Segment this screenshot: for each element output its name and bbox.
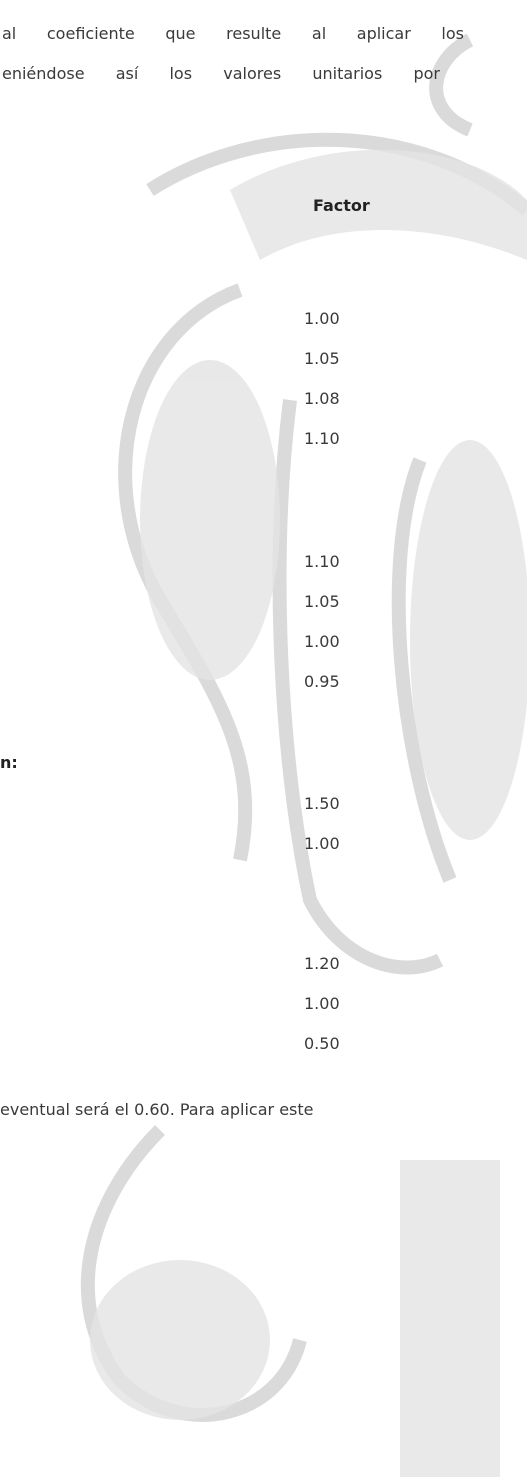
table-header: Factor bbox=[313, 196, 370, 215]
factor-value: 0.95 bbox=[304, 672, 340, 691]
factor-value: 1.05 bbox=[304, 592, 340, 611]
paragraph-line: eniéndose así los valores unitarios por bbox=[2, 64, 440, 83]
factor-value: 1.08 bbox=[304, 389, 340, 408]
factor-value: 1.10 bbox=[304, 552, 340, 571]
factor-value: 1.00 bbox=[304, 632, 340, 651]
factor-value: 1.00 bbox=[304, 309, 340, 328]
factor-value: 1.00 bbox=[304, 834, 340, 853]
factor-value: 1.00 bbox=[304, 994, 340, 1013]
factor-value: 1.10 bbox=[304, 429, 340, 448]
factor-value: 0.50 bbox=[304, 1034, 340, 1053]
factor-value: 1.20 bbox=[304, 954, 340, 973]
paragraph-line: al coeficiente que resulte al aplicar lo… bbox=[2, 24, 464, 43]
factor-value: 1.05 bbox=[304, 349, 340, 368]
factor-value: 1.50 bbox=[304, 794, 340, 813]
row-label: n: bbox=[0, 753, 18, 772]
paragraph-line: eventual será el 0.60. Para aplicar este bbox=[0, 1100, 314, 1119]
